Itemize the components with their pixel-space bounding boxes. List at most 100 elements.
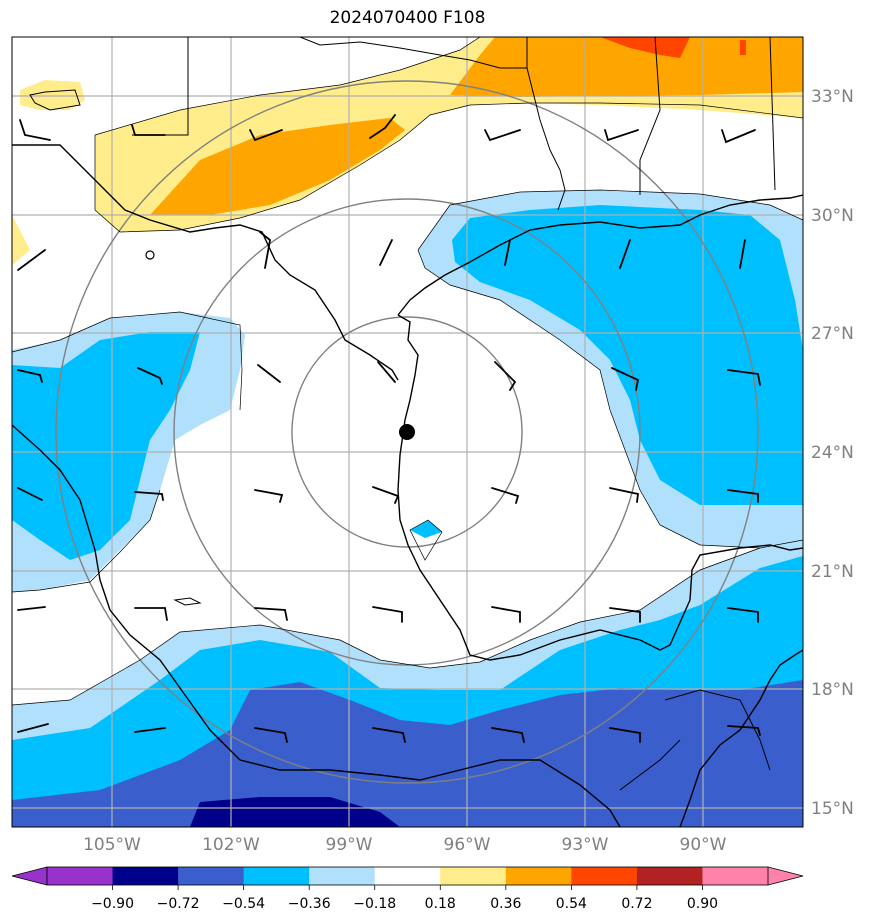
colorbar-tick-label: 0.36: [490, 896, 521, 912]
colorbar-extend-low: [11, 866, 48, 886]
wind-barb: [727, 489, 759, 503]
coastlines: [12, 37, 803, 827]
wind-barb: [604, 129, 639, 142]
wind-barb: [134, 491, 164, 501]
lat-label: 27°N: [811, 324, 854, 344]
lat-label: 15°N: [811, 799, 854, 819]
colorbar-segment: [636, 867, 703, 885]
wind-barb: [17, 487, 43, 501]
wind-barb: [504, 239, 511, 266]
colorbar-tick-label: −0.90: [91, 896, 134, 912]
lat-label: 30°N: [811, 206, 854, 226]
map-title: 2024070400 F108: [329, 8, 486, 28]
colorbar-tick-label: 0.18: [425, 896, 456, 912]
wind-barb: [619, 239, 631, 269]
border-states: [132, 37, 776, 791]
colorbar-extend-high: [767, 866, 804, 886]
wind-barb: [17, 723, 49, 733]
wind-barbs: [17, 114, 761, 743]
wind-barb: [609, 487, 639, 503]
lat-label: 24°N: [811, 443, 854, 463]
wind-barb: [609, 607, 641, 623]
contour-fill-royal-blue-south: [12, 680, 803, 827]
colorbar-segment: [47, 867, 114, 885]
wind-barb: [372, 606, 403, 623]
coastline-pacific: [12, 424, 621, 827]
contour-lines: [12, 37, 803, 706]
map-frame: [11, 36, 804, 828]
colorbar-segment: [571, 867, 638, 885]
colorbar-tick-label: −0.36: [288, 896, 331, 912]
range-ring-inner: [291, 316, 523, 548]
contour-fill-cyan-patch: [410, 520, 442, 538]
colorbar-frame: [46, 866, 769, 886]
wind-barb: [19, 119, 51, 141]
colorbar: −0.90 −0.72 −0.54 −0.36 −0.18 0.18 0.36 0.54 0.7…: [11, 866, 804, 912]
contour-fill-navy-south: [190, 797, 400, 827]
wind-barb: [257, 364, 281, 383]
wind-barb: [727, 607, 759, 623]
wind-barb: [254, 489, 284, 503]
storm-center-marker: [399, 424, 415, 440]
wind-barb: [137, 367, 163, 385]
wind-barb: [249, 129, 283, 142]
wind-barb: [17, 249, 46, 271]
gridlines: [12, 37, 803, 827]
wind-barb: [369, 114, 396, 139]
lon-labels: 105°W 102°W 99°W 96°W 93°W 90°W: [83, 835, 727, 855]
wind-barb: [727, 725, 761, 736]
colorbar-tick-label: −0.54: [222, 896, 265, 912]
wind-barb: [254, 607, 288, 621]
colorbar-segment: [505, 867, 572, 885]
colorbar-segment: [309, 867, 376, 885]
colorbar-tick-label: −0.72: [157, 896, 200, 912]
colorbar-segment: [702, 867, 769, 885]
lon-label: 105°W: [83, 835, 141, 855]
range-ring-middle: [173, 198, 641, 666]
range-rings: [55, 80, 759, 784]
colorbar-tick-label: 0.54: [556, 896, 587, 912]
border-us-mexico: [12, 144, 399, 381]
wind-barb: [491, 727, 525, 743]
wind-barb: [134, 727, 166, 733]
wind-barb: [134, 607, 168, 621]
colorbar-segment: [112, 867, 179, 885]
colorbar-tick-label: −0.18: [353, 896, 396, 912]
colorbar-tick-label: 0.90: [687, 896, 718, 912]
wind-barb: [491, 487, 520, 504]
map-area: [12, 37, 803, 827]
lon-label: 102°W: [202, 835, 260, 855]
contour-fill-red-north: [600, 37, 746, 58]
wind-barb: [17, 606, 46, 611]
wind-barb: [491, 606, 521, 623]
colorbar-segment: [374, 867, 441, 885]
wind-barb: [611, 367, 640, 391]
contour-fill-orange-north: [150, 37, 803, 215]
lon-label: 96°W: [444, 835, 491, 855]
coastline-yucatan: [679, 649, 803, 827]
wind-barb: [494, 361, 517, 391]
wind-barb: [484, 129, 521, 142]
lat-labels: 33°N 30°N 27°N 24°N 21°N 18°N 15°N: [811, 87, 854, 819]
colorbar-segment: [178, 867, 245, 885]
range-ring-outer: [55, 80, 759, 784]
coastline-baja-tip: [29, 89, 81, 111]
colorbar-tick-label: 0.72: [621, 896, 652, 912]
wind-barb: [131, 124, 166, 136]
coastline-us-gulf: [397, 194, 803, 316]
lat-label: 18°N: [811, 680, 854, 700]
wind-barb: [254, 727, 288, 743]
wind-barb: [372, 486, 400, 504]
wind-barb: [609, 727, 641, 743]
lon-label: 99°W: [326, 835, 373, 855]
wind-barb: [372, 727, 406, 743]
wind-barb: [17, 369, 43, 383]
wind-barb: [259, 231, 271, 269]
wind-barb: [379, 239, 393, 266]
wind-barb: [721, 129, 756, 144]
coastline-mexico-gulf: [397, 314, 803, 661]
colorbar-segment: [243, 867, 310, 885]
lon-label: 90°W: [680, 835, 727, 855]
lat-label: 33°N: [811, 87, 854, 107]
